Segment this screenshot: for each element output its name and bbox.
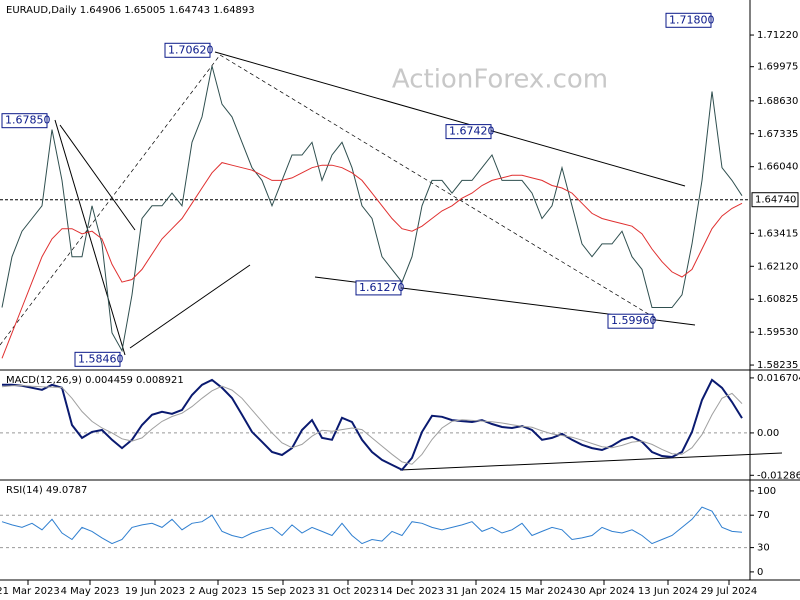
annotation-label: 1.67420 — [449, 125, 495, 138]
trend-line — [129, 264, 251, 349]
x-tick-label: 31 Oct 2023 — [317, 586, 379, 597]
y-tick-label: 0.016704 — [757, 373, 800, 384]
x-tick-label: 15 Mar 2024 — [509, 586, 572, 597]
y-tick-label: 1.62120 — [757, 261, 798, 272]
annotation-box — [607, 313, 654, 329]
indicator-label: RSI(14) 49.0787 — [6, 485, 87, 496]
y-tick-label: 30 — [757, 543, 770, 554]
x-tick-label: 30 Apr 2024 — [573, 586, 635, 597]
x-tick-label: 19 Jun 2023 — [125, 586, 185, 597]
y-tick-label: 1.63415 — [757, 228, 798, 239]
series-line — [1, 506, 743, 545]
y-tick-label: 1.69975 — [757, 62, 798, 73]
x-tick-label: 29 Jul 2024 — [701, 586, 758, 597]
watermark: ActionForex.com — [392, 65, 608, 95]
annotation-label: 1.58460 — [78, 352, 124, 365]
x-tick-label: 2 Aug 2023 — [189, 586, 247, 597]
annotation-box — [164, 42, 211, 58]
annotation-box — [355, 280, 402, 296]
series-line — [1, 162, 743, 359]
y-tick-label: 1.68630 — [757, 96, 798, 107]
series-line — [1, 65, 743, 353]
frame — [0, 0, 800, 581]
annotation-box — [1, 113, 48, 129]
trend-line — [59, 124, 136, 231]
y-tick-label: 100 — [757, 486, 776, 497]
x-tick-label: 21 Mar 2023 — [0, 586, 60, 597]
y-tick-label: 70 — [757, 510, 770, 521]
y-tick-label: 0.00 — [757, 428, 779, 439]
series-line — [2, 378, 743, 472]
x-tick-label: 13 Jun 2024 — [638, 586, 698, 597]
y-tick-label: 1.60825 — [757, 294, 798, 305]
annotation-label: 1.59960 — [611, 314, 657, 327]
annotation-label: 1.61270 — [359, 281, 405, 294]
x-tick-label: 14 Dec 2023 — [380, 586, 444, 597]
x-tick-label: 4 May 2023 — [61, 586, 120, 597]
y-tick-label: 0 — [757, 567, 763, 578]
current-price-box — [751, 192, 799, 208]
annotation-box — [665, 12, 712, 28]
current-price-label: 1.64740 — [755, 195, 796, 206]
y-tick-label: 1.58235 — [757, 360, 798, 371]
trend-line — [219, 54, 656, 319]
indicator-label: MACD(12,26,9) 0.004459 0.008921 — [6, 375, 184, 386]
x-tick-label: 31 Jan 2024 — [446, 586, 506, 597]
series-line — [1, 384, 743, 465]
y-tick-label: 1.59530 — [757, 327, 798, 338]
x-tick-label: 15 Sep 2023 — [251, 586, 314, 597]
annotation-box — [74, 351, 121, 367]
annotation-box — [445, 124, 492, 140]
annotation-label: 1.67850 — [5, 114, 51, 127]
y-tick-label: 1.66040 — [757, 162, 798, 173]
y-tick-label: 1.71220 — [757, 30, 798, 41]
trend-line — [54, 119, 126, 356]
y-tick-label: 1.67335 — [757, 129, 798, 140]
y-tick-label: -0.012869 — [757, 470, 800, 481]
header: EURAUD,Daily 1.64906 1.65005 1.64743 1.6… — [6, 5, 255, 16]
annotation-label: 1.71800 — [669, 13, 715, 26]
trend-line — [399, 452, 783, 471]
annotation-label: 1.70620 — [168, 43, 214, 56]
trend-line — [214, 51, 686, 187]
